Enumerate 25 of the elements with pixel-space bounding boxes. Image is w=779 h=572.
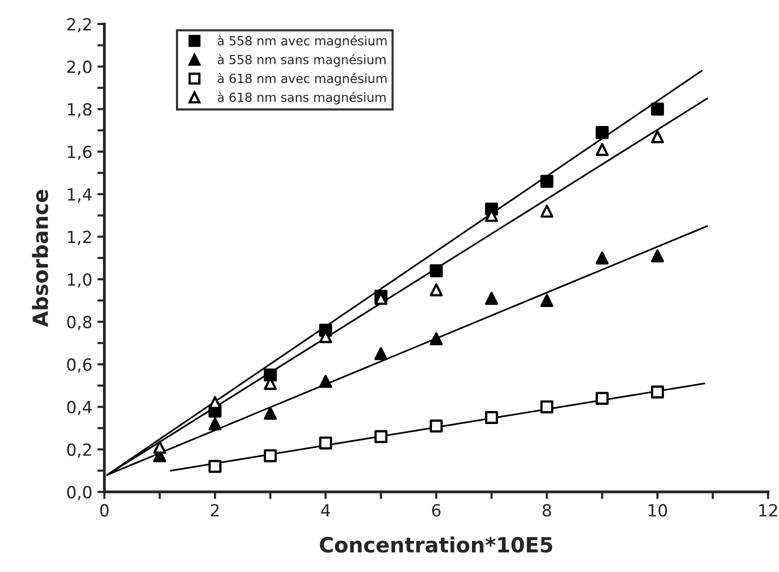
y-tick-label: 0,6 [67, 358, 92, 373]
x-tick-label: 2 [210, 504, 219, 516]
legend-label: à 618 nm sans magnésium [218, 92, 386, 104]
y-tick-label: 1,6 [68, 146, 92, 160]
y-tick-label: 1,0 [68, 273, 92, 288]
legend-label: à 558 nm avec magnésium [218, 35, 387, 48]
x-axis-title: Concentration*10E5 [320, 536, 552, 553]
x-tick-label: 10 [648, 504, 667, 517]
y-tick-label: 0,0 [67, 486, 92, 500]
x-tick-label: 6 [432, 504, 440, 517]
y-axis-title: Absorbance [32, 190, 48, 328]
y-tick-label: 0,8 [67, 316, 92, 330]
legend-label: à 558 nm sans magnésium [218, 54, 386, 67]
x-tick-label: 12 [759, 504, 778, 516]
y-tick-label: 1,8 [68, 103, 92, 118]
x-tick-label: 0 [100, 504, 109, 517]
y-tick-label: 1,2 [68, 230, 91, 245]
y-tick-label: 0,2 [67, 443, 91, 458]
x-tick-label: 4 [321, 504, 330, 516]
y-tick-label: 2,2 [67, 18, 91, 32]
y-tick-label: 1,4 [68, 188, 92, 202]
x-tick-label: 8 [542, 504, 552, 517]
y-tick-label: 0,4 [67, 400, 92, 416]
legend-label: à 618 nm avec magnésium [218, 72, 387, 86]
y-tick-label: 2,0 [67, 60, 92, 75]
